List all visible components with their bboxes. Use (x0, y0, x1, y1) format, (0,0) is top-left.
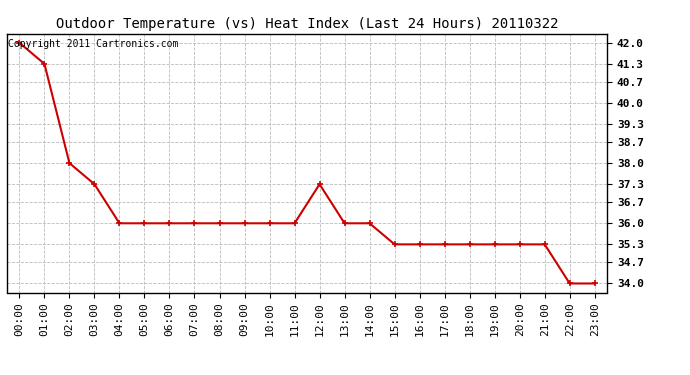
Text: Copyright 2011 Cartronics.com: Copyright 2011 Cartronics.com (8, 39, 179, 49)
Title: Outdoor Temperature (vs) Heat Index (Last 24 Hours) 20110322: Outdoor Temperature (vs) Heat Index (Las… (56, 17, 558, 31)
